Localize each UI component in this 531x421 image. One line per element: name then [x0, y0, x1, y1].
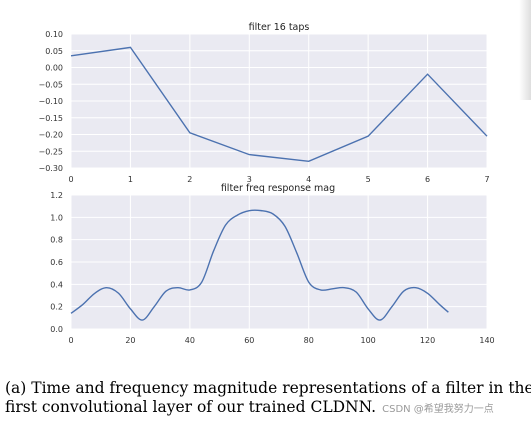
- figure-caption: (a) Time and frequency magnitude represe…: [5, 379, 531, 419]
- freq-response-plot-grid: [70, 194, 488, 330]
- taps-y-tick-label: −0.25: [38, 147, 63, 156]
- taps-data-point: [189, 132, 191, 134]
- freq-data-point: [414, 286, 416, 288]
- taps-plot-grid: [70, 33, 488, 169]
- taps-data-point: [308, 160, 310, 162]
- taps-plot-y-ticks: 0.10 0.05 0.00 −0.05 −0.10 −0.15 −0.20 −0.25 −0.…: [38, 30, 63, 173]
- taps-y-tick-label: −0.10: [38, 97, 63, 106]
- taps-x-tick-label: 5: [366, 175, 371, 184]
- taps-y-tick-label: −0.30: [38, 164, 63, 173]
- freq-y-tick-label: 1.2: [50, 191, 63, 200]
- freq-data-point: [319, 289, 321, 291]
- freq-data-point: [391, 305, 393, 307]
- freq-x-tick-label: 60: [244, 336, 254, 345]
- freq-data-point: [296, 252, 298, 254]
- freq-data-point: [379, 319, 381, 321]
- freq-data-point: [177, 286, 179, 288]
- taps-data-point: [129, 46, 131, 48]
- csdn-watermark: CSDN @希望我努力一点: [382, 404, 494, 415]
- freq-data-point: [165, 290, 167, 292]
- freq-data-point: [343, 286, 345, 288]
- freq-data-point: [82, 303, 84, 305]
- caption-line-2: first convolutional layer of our trained…: [5, 398, 531, 419]
- freq-y-tick-label: 0.8: [50, 236, 63, 245]
- freq-y-tick-label: 0.0: [50, 325, 63, 334]
- freq-data-point: [438, 303, 440, 305]
- taps-data-point: [70, 55, 72, 57]
- freq-y-tick-label: 0.4: [50, 280, 63, 289]
- taps-data-point: [426, 73, 428, 75]
- taps-plot: filter 16 taps 0 1 2 3 4 5 6 7 0.10 0.05 0.00 −0.0…: [38, 22, 489, 184]
- freq-x-tick-label: 40: [185, 336, 195, 345]
- taps-data-point: [486, 135, 488, 137]
- taps-y-tick-label: 0.05: [45, 47, 63, 56]
- freq-x-tick-label: 140: [479, 336, 494, 345]
- taps-plot-title: filter 16 taps: [249, 22, 310, 33]
- taps-data-point: [367, 135, 369, 137]
- freq-data-point: [284, 225, 286, 227]
- taps-y-tick-label: 0.10: [45, 30, 63, 39]
- taps-x-tick-label: 6: [425, 175, 430, 184]
- freq-data-point: [403, 290, 405, 292]
- freq-response-plot-line: [70, 209, 449, 321]
- freq-data-point: [331, 288, 333, 290]
- taps-y-tick-label: −0.20: [38, 131, 63, 140]
- freq-y-tick-label: 0.6: [50, 258, 63, 267]
- freq-response-plot-y-ticks: 1.2 1.0 0.8 0.6 0.4 0.2 0.0: [50, 191, 63, 334]
- freq-y-tick-label: 0.2: [50, 303, 63, 312]
- freq-data-point: [308, 281, 310, 283]
- freq-data-point: [224, 224, 226, 226]
- freq-data-point: [367, 308, 369, 310]
- freq-data-point: [153, 305, 155, 307]
- freq-data-point: [189, 289, 191, 291]
- freq-data-point: [260, 209, 262, 211]
- freq-y-tick-label: 1.0: [50, 213, 63, 222]
- taps-x-tick-label: 3: [247, 175, 252, 184]
- freq-data-point: [447, 311, 449, 313]
- taps-plot-x-ticks: 0 1 2 3 4 5 6 7: [68, 175, 489, 184]
- freq-response-plot-title: filter freq response mag: [221, 183, 335, 194]
- freq-data-point: [117, 292, 119, 294]
- caption-line-1: (a) Time and frequency magnitude represe…: [5, 379, 531, 397]
- freq-data-point: [272, 213, 274, 215]
- taps-y-tick-label: −0.05: [38, 80, 63, 89]
- freq-data-point: [201, 281, 203, 283]
- taps-x-tick-label: 2: [187, 175, 192, 184]
- freq-x-tick-label: 0: [68, 336, 73, 345]
- window-edge-shadow: [519, 0, 531, 100]
- taps-x-tick-label: 4: [306, 175, 311, 184]
- taps-data-point: [248, 153, 250, 155]
- taps-x-tick-label: 7: [484, 175, 489, 184]
- freq-data-point: [426, 292, 428, 294]
- freq-data-point: [94, 292, 96, 294]
- freq-data-point: [129, 308, 131, 310]
- freq-response-plot-x-ticks: 0 20 40 60 80 100 120 140: [68, 336, 494, 345]
- taps-x-tick-label: 0: [68, 175, 73, 184]
- freq-data-point: [248, 209, 250, 211]
- freq-x-tick-label: 20: [125, 336, 135, 345]
- freq-data-point: [236, 214, 238, 216]
- taps-y-tick-label: −0.15: [38, 114, 63, 123]
- caption-line-2-text: first convolutional layer of our trained…: [5, 398, 377, 416]
- taps-x-tick-label: 1: [128, 175, 133, 184]
- taps-y-tick-label: 0.00: [45, 64, 63, 73]
- freq-data-point: [141, 319, 143, 321]
- freq-data-point: [355, 291, 357, 293]
- freq-data-point: [70, 312, 72, 314]
- freq-x-tick-label: 80: [304, 336, 314, 345]
- freq-data-point: [212, 250, 214, 252]
- freq-x-tick-label: 100: [361, 336, 376, 345]
- freq-data-point: [105, 286, 107, 288]
- freq-x-tick-label: 120: [420, 336, 435, 345]
- taps-plot-line: [70, 46, 488, 163]
- freq-response-plot: filter freq response mag 0 20 40 60 80 100 120…: [50, 183, 494, 345]
